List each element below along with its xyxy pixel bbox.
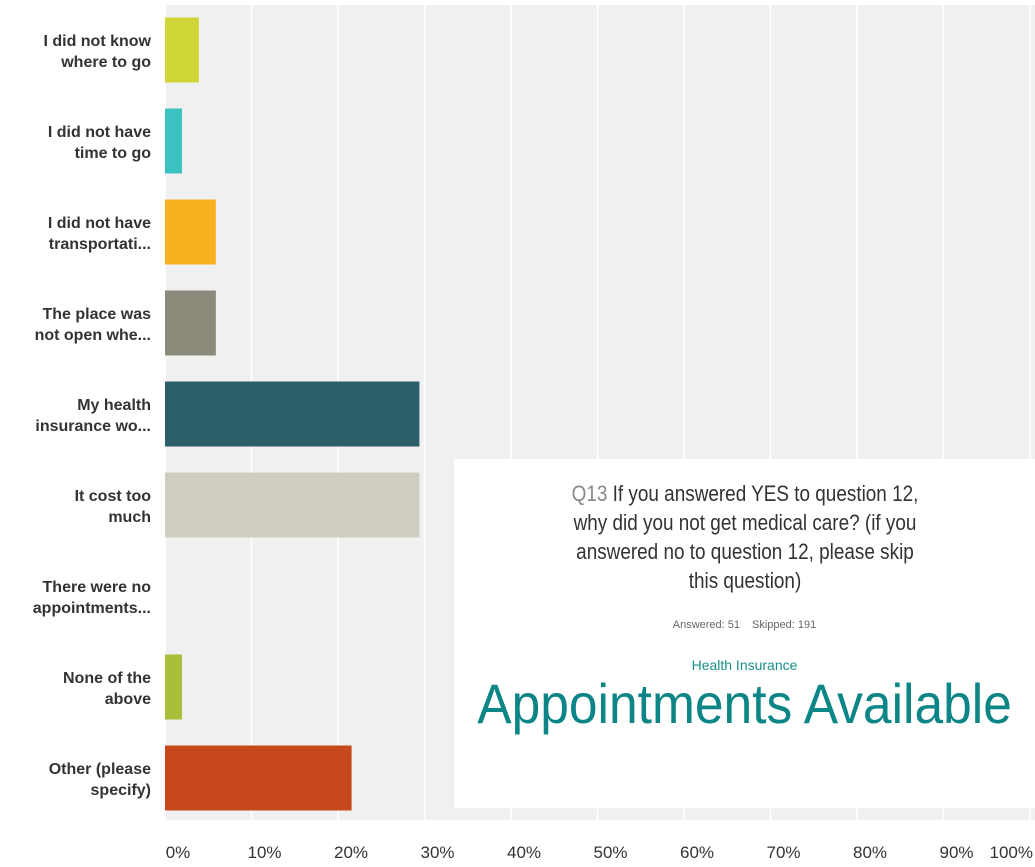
category-label: I did not know where to go xyxy=(43,33,151,71)
question-number: Q13 xyxy=(571,481,607,506)
bar xyxy=(165,654,182,720)
bar xyxy=(165,199,216,265)
x-tick-label: 0% xyxy=(166,843,191,862)
category-label: Other (please specify) xyxy=(49,761,151,799)
x-tick-label: 60% xyxy=(680,843,714,862)
card-subtitle: Health Insurance xyxy=(691,657,798,673)
x-tick-label: 80% xyxy=(853,843,887,862)
skipped-count: Skipped: 191 xyxy=(752,619,817,631)
x-tick-label: 10% xyxy=(247,843,281,862)
category-label: There were no appointments... xyxy=(33,579,151,617)
category-label: My health insurance wo... xyxy=(35,397,151,435)
x-tick-label: 70% xyxy=(766,843,800,862)
bar xyxy=(165,17,199,83)
bar xyxy=(165,381,420,447)
card-big-text: Appointments Available xyxy=(477,672,1012,735)
bars xyxy=(165,17,420,811)
category-labels: I did not know where to go I did not have t… xyxy=(33,33,152,799)
bar xyxy=(165,290,216,356)
category-label: I did not have transportati... xyxy=(48,215,151,253)
bar xyxy=(165,108,182,174)
question-title: Q13 If you answered YES to question 12, … xyxy=(560,479,930,595)
x-tick-label: 100% xyxy=(990,843,1033,862)
category-label: It cost too much xyxy=(75,488,152,526)
category-label: The place was not open whe... xyxy=(35,306,152,344)
x-tick-label: 90% xyxy=(939,843,973,862)
x-tick-label: 20% xyxy=(334,843,368,862)
bar xyxy=(165,472,420,538)
answered-count: Answered: 51 xyxy=(672,619,741,631)
bar xyxy=(165,745,352,811)
category-label: I did not have time to go xyxy=(48,124,151,162)
category-label: None of the above xyxy=(63,670,151,708)
x-tick-labels: 0% 10% 20% 30% 40% 50% 60% 70% 80% 90% 100% xyxy=(166,843,1033,862)
question-text: If you answered YES to question 12, why … xyxy=(573,481,918,593)
response-stats: Answered: 51 Skipped: 191 xyxy=(454,619,1035,631)
x-tick-label: 40% xyxy=(507,843,541,862)
question-card: Q13 If you answered YES to question 12, … xyxy=(454,459,1035,808)
x-tick-label: 30% xyxy=(420,843,454,862)
x-tick-label: 50% xyxy=(593,843,627,862)
